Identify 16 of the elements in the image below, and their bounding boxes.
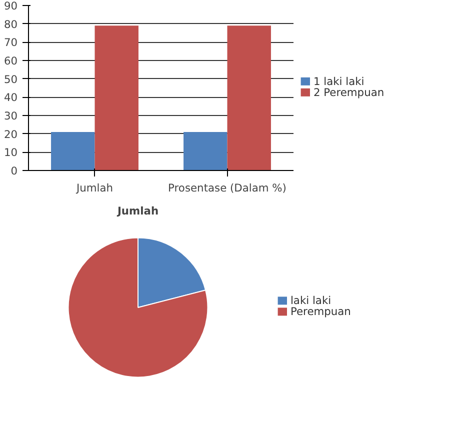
y-tick-label: 30 — [4, 110, 18, 122]
y-tick-label: 70 — [4, 36, 18, 50]
y-tick-label: 60 — [4, 54, 18, 68]
x-tick-label: Prosentase (Dalam %) — [168, 182, 286, 194]
chart-title: Jumlah — [116, 204, 159, 218]
y-tick-label: 20 — [4, 128, 18, 141]
y-tick-label: 0 — [10, 164, 18, 178]
legend-label: 1 laki laki — [313, 74, 364, 88]
legend-label: laki laki — [290, 294, 332, 308]
legend-label: Perempuan — [290, 305, 351, 318]
legend-label: 2 Perempuan — [313, 86, 384, 99]
y-tick-label: 10 — [4, 146, 18, 160]
y-tick-label: 50 — [4, 72, 18, 86]
y-tick-label: 80 — [4, 18, 18, 31]
y-tick-label: 90 — [4, 0, 18, 12]
y-tick-label: 40 — [4, 91, 18, 104]
